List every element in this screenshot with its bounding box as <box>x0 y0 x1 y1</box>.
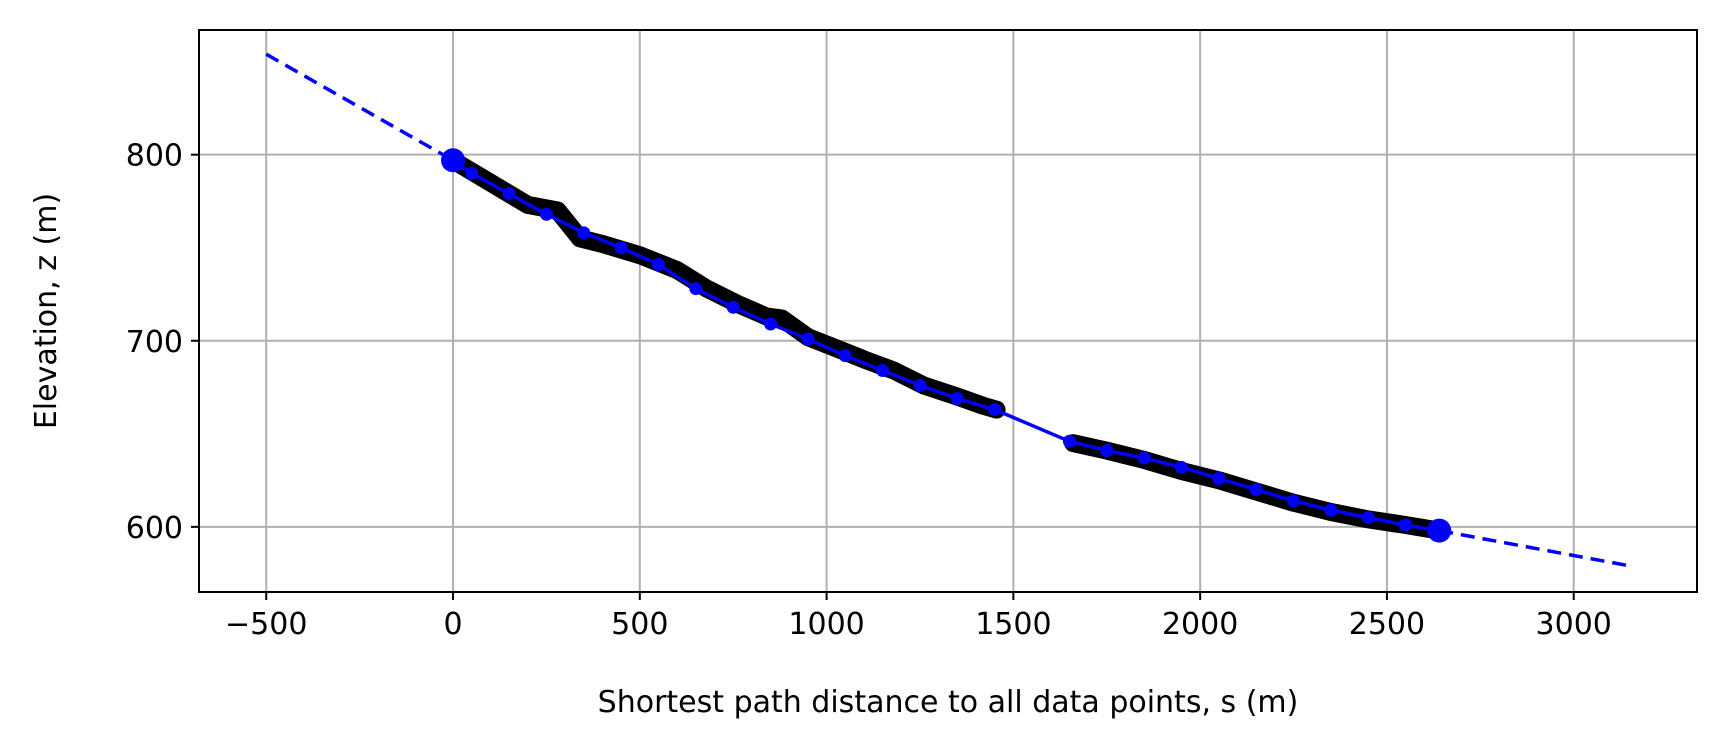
node-marker <box>1062 434 1076 448</box>
node-marker <box>726 300 740 314</box>
node-marker <box>1361 511 1375 525</box>
y-axis-label: Elevation, z (m) <box>29 193 64 429</box>
fit-line <box>452 158 996 412</box>
node-marker <box>988 403 1002 417</box>
node-marker <box>913 378 927 392</box>
plot-frame <box>198 29 1698 593</box>
x-axis-label: Shortest path distance to all data point… <box>598 685 1299 720</box>
x-tick-label: 2000 <box>1162 607 1238 642</box>
node-marker <box>1137 451 1151 465</box>
x-tick-label: 1500 <box>975 607 1051 642</box>
node-marker <box>651 257 665 271</box>
endpoint-marker <box>1427 518 1452 543</box>
y-tick-label: 800 <box>126 139 183 174</box>
x-tick-label: 0 <box>443 607 462 642</box>
ticks: −500 0 500 1000 1500 2000 2500 3000 600 700 800 <box>126 139 1612 642</box>
plot-background <box>199 30 1697 592</box>
node-marker <box>502 187 516 201</box>
extrapolation-line <box>1438 528 1631 568</box>
node-marker <box>577 226 591 240</box>
extrapolation-line <box>265 52 454 162</box>
node-marker <box>764 317 778 331</box>
fit-line <box>994 407 1071 443</box>
node-marker <box>1399 518 1413 532</box>
y-tick-label: 600 <box>126 511 183 546</box>
node-marker <box>801 332 815 346</box>
node-marker <box>689 282 703 296</box>
data-layer <box>265 52 1631 568</box>
node-marker <box>1287 494 1301 508</box>
node-marker <box>950 391 964 405</box>
node-marker <box>465 166 479 180</box>
node-marker <box>1100 444 1114 458</box>
y-tick-label: 700 <box>126 325 183 360</box>
endpoint-marker <box>441 148 466 173</box>
node-marker <box>838 349 852 363</box>
x-tick-label: −500 <box>225 607 307 642</box>
x-tick-label: 3000 <box>1536 607 1612 642</box>
node-marker <box>1212 471 1226 485</box>
x-tick-label: 500 <box>611 607 668 642</box>
x-tick-label: 2500 <box>1349 607 1425 642</box>
node-marker <box>539 207 553 221</box>
node-marker <box>1324 503 1338 517</box>
node-marker <box>1249 483 1263 497</box>
x-tick-label: 1000 <box>788 607 864 642</box>
node-marker <box>614 241 628 255</box>
node-marker <box>1174 460 1188 474</box>
node-marker <box>876 364 890 378</box>
